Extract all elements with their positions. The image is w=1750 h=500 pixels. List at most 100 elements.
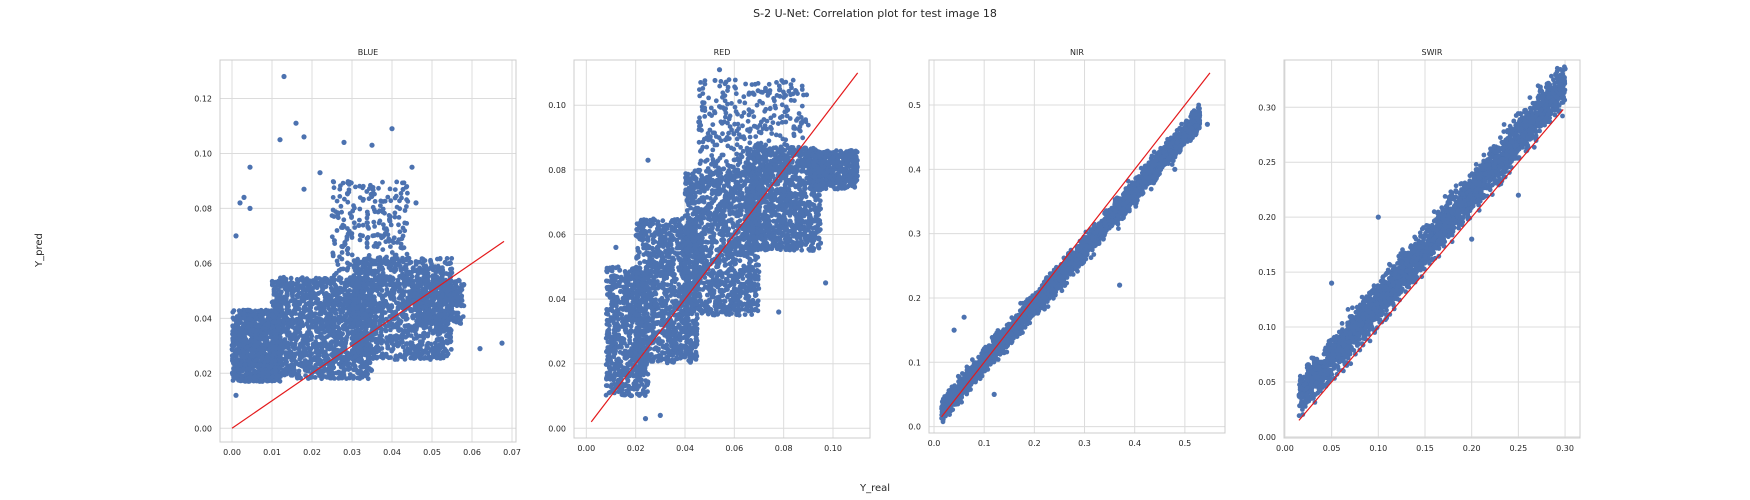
data-point [325, 311, 331, 317]
data-point [400, 186, 406, 192]
data-point [417, 318, 422, 324]
data-point [334, 294, 340, 300]
data-point [627, 360, 633, 366]
data-point [382, 231, 388, 236]
data-point [281, 345, 286, 350]
data-point [628, 328, 634, 333]
data-point [368, 182, 373, 188]
data-point [340, 317, 346, 323]
data-point [372, 224, 377, 229]
data-point [604, 317, 610, 323]
data-point [387, 262, 392, 268]
data-point [329, 352, 334, 358]
data-point [618, 339, 624, 344]
data-point [355, 332, 361, 337]
data-point [356, 281, 362, 286]
data-point [603, 383, 609, 388]
data-point [359, 307, 365, 313]
data-point [256, 308, 261, 314]
data-point [382, 210, 387, 216]
data-point [625, 350, 630, 356]
data-point [272, 358, 278, 364]
data-point [616, 279, 622, 285]
data-point [604, 375, 609, 381]
data-point [362, 299, 368, 305]
data-point [286, 330, 292, 335]
data-point [604, 370, 610, 376]
data-point [341, 354, 346, 360]
data-point [373, 331, 379, 336]
data-point [364, 236, 370, 241]
panel-red: 0.00 0.02 0.04 0.06 0.08 0.100.000.020.040.06… [548, 48, 871, 453]
data-point [317, 170, 323, 176]
data-point [457, 320, 463, 326]
data-point [277, 137, 283, 143]
data-point [361, 282, 367, 288]
data-point [376, 220, 382, 226]
data-point [453, 279, 458, 284]
scatter-points-blue [229, 73, 505, 398]
data-point [413, 331, 419, 337]
data-point [326, 301, 332, 307]
data-point [449, 256, 455, 261]
data-point [364, 244, 370, 250]
data-point [404, 271, 410, 276]
data-point [372, 317, 378, 322]
data-point [344, 298, 350, 304]
data-point [278, 357, 283, 363]
data-point [639, 377, 644, 383]
data-point [368, 291, 373, 297]
data-point [309, 311, 315, 316]
x-tick-label: 0.03 [343, 448, 361, 457]
data-point [276, 373, 281, 379]
data-point [621, 365, 626, 371]
data-point [611, 330, 617, 336]
data-point [245, 324, 251, 330]
data-point [270, 352, 275, 358]
data-point [392, 187, 398, 193]
data-point [398, 241, 404, 247]
data-point [444, 339, 450, 345]
x-tick-label: 0.00 [223, 448, 241, 457]
data-point [400, 314, 406, 320]
data-point [274, 295, 280, 301]
data-point [368, 191, 374, 197]
data-point [364, 215, 370, 221]
data-point [430, 273, 436, 279]
data-point [380, 247, 386, 253]
data-point [346, 306, 352, 312]
data-point [302, 366, 308, 371]
data-point [382, 281, 387, 287]
data-point [276, 287, 281, 292]
data-point [342, 240, 348, 245]
data-point [326, 315, 332, 321]
data-point [293, 120, 299, 126]
data-point [392, 210, 398, 216]
data-point [230, 336, 236, 341]
data-point [285, 326, 291, 331]
data-point [438, 356, 443, 361]
data-point [307, 286, 313, 292]
data-point [361, 196, 366, 202]
x-tick-label: 0.06 [463, 448, 481, 457]
data-point [628, 275, 633, 281]
data-point [435, 256, 440, 262]
data-point [244, 371, 250, 377]
data-point [351, 220, 357, 226]
data-point [437, 314, 443, 320]
data-point [381, 226, 387, 231]
data-point [617, 349, 623, 355]
data-point [262, 339, 268, 345]
data-point [409, 327, 415, 333]
data-point [294, 329, 300, 335]
data-point [332, 282, 338, 288]
data-point [363, 286, 369, 292]
data-point [391, 323, 397, 329]
data-point [499, 340, 505, 346]
data-point [312, 375, 318, 380]
data-point [315, 326, 320, 332]
data-point [352, 205, 357, 211]
data-point [397, 320, 403, 326]
data-point [337, 375, 343, 381]
data-point [396, 222, 401, 228]
